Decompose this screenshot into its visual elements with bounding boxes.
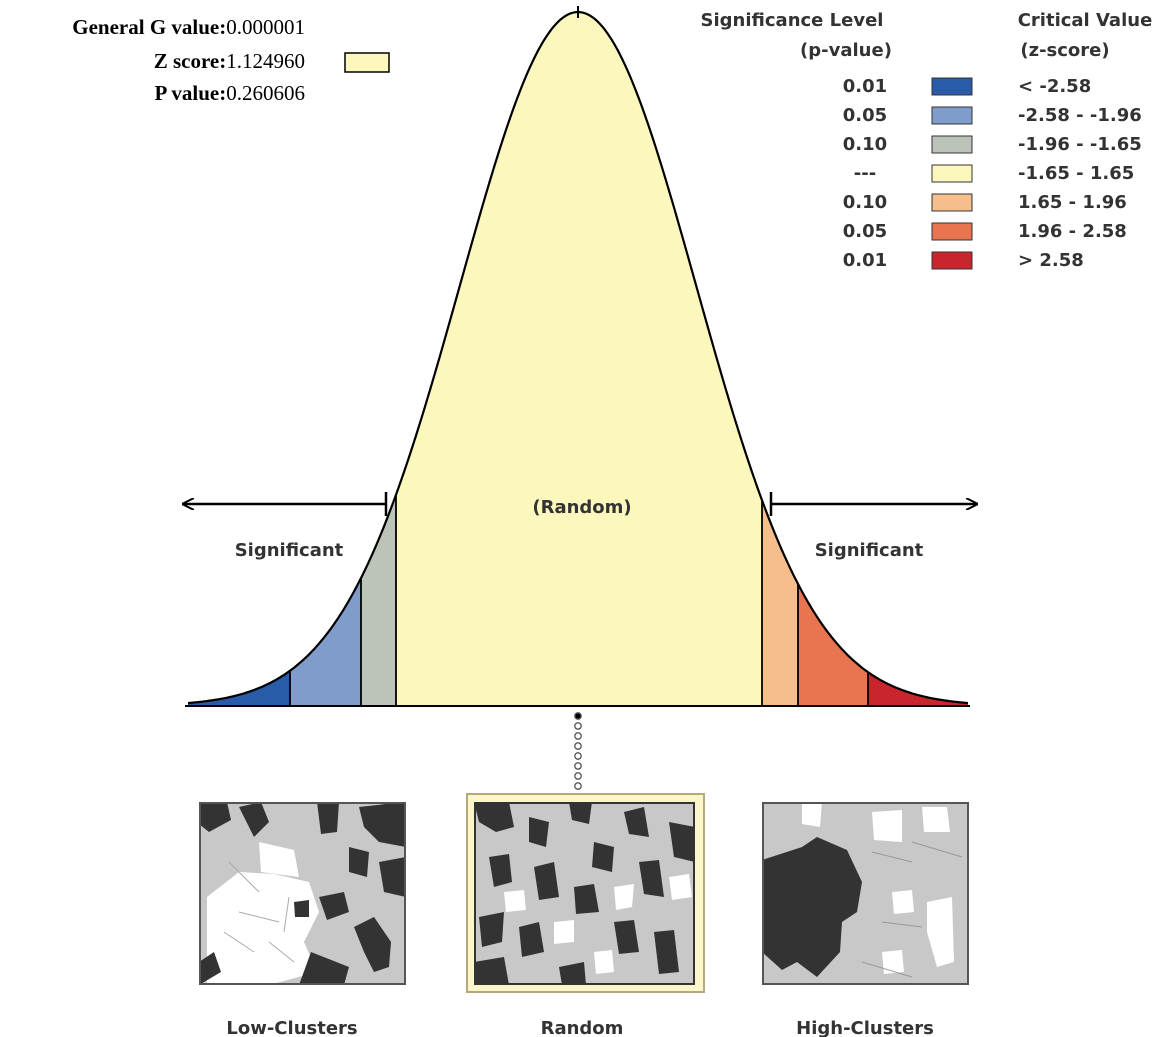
legend-z-range: 1.65 - 1.96 — [1018, 192, 1127, 213]
crit-heading-line1: Critical Value — [1018, 10, 1153, 31]
legend-p-value: 0.10 — [843, 134, 887, 155]
maps: Low-Clusters — [199, 793, 969, 1037]
p-value-label: P value: — [155, 81, 227, 105]
right-significant-label: Significant — [815, 540, 924, 561]
crit-heading-line2: (z-score) — [1020, 40, 1109, 61]
legend-swatch — [931, 77, 973, 96]
legend-swatch — [931, 164, 973, 183]
sig-heading-line2: (p-value) — [800, 40, 892, 61]
stats-panel: General G value:0.000001 Z score:1.12496… — [72, 15, 390, 105]
legend-z-range: 1.96 - 2.58 — [1018, 221, 1127, 242]
general-g-value: 0.000001 — [226, 15, 305, 39]
region-p01-high — [868, 672, 968, 706]
region-p05-low — [290, 578, 361, 706]
region-p10-low — [361, 494, 396, 706]
z-score-label: Z score: — [154, 49, 227, 73]
random-map-label: Random — [541, 1018, 624, 1037]
connector-dot — [574, 762, 582, 770]
legend-z-range: < -2.58 — [1018, 76, 1091, 97]
legend-p-value: 0.10 — [843, 192, 887, 213]
legend-swatch — [931, 135, 973, 154]
legend: Significance Level (p-value) Critical Va… — [701, 10, 1153, 271]
connector-dot — [574, 712, 582, 720]
connector-dots — [574, 712, 582, 790]
p-value-value: 0.260606 — [226, 81, 305, 105]
legend-z-range: > 2.58 — [1018, 250, 1084, 271]
p-value-line: P value:0.260606 — [155, 81, 306, 105]
legend-swatch — [931, 193, 973, 212]
map-random: Random — [474, 802, 695, 1037]
connector-dot — [574, 722, 582, 730]
legend-swatch — [931, 106, 973, 125]
region-p10-high — [762, 500, 798, 706]
region-p01-low — [188, 670, 290, 706]
connector-dot — [574, 742, 582, 750]
region-random — [396, 12, 762, 706]
high-clusters-label: High-Clusters — [796, 1018, 934, 1037]
sig-heading-line1: Significance Level — [701, 10, 884, 31]
map-low-clusters: Low-Clusters — [199, 802, 406, 1037]
connector-dot — [574, 752, 582, 760]
low-clusters-map — [199, 802, 406, 985]
legend-z-range: -1.96 - -1.65 — [1018, 134, 1142, 155]
legend-p-value: 0.01 — [843, 76, 887, 97]
connector-dot — [574, 782, 582, 790]
z-score-line: Z score:1.124960 — [154, 49, 305, 73]
legend-z-range: -1.65 - 1.65 — [1018, 163, 1134, 184]
legend-p-value: 0.01 — [843, 250, 887, 271]
connector-dot — [574, 732, 582, 740]
legend-p-value: 0.05 — [843, 105, 887, 126]
low-clusters-label: Low-Clusters — [226, 1018, 357, 1037]
bell-curve: (Random) Significant Significant — [184, 6, 976, 790]
high-clusters-map — [762, 802, 969, 985]
legend-swatch — [931, 222, 973, 241]
general-g-line: General G value:0.000001 — [72, 15, 305, 39]
random-map — [474, 802, 695, 985]
legend-p-value: 0.05 — [843, 221, 887, 242]
map-high-clusters: High-Clusters — [762, 802, 969, 1037]
result-swatch — [344, 52, 390, 73]
general-g-label: General G value: — [72, 15, 226, 39]
connector-dot — [574, 772, 582, 780]
left-significant-label: Significant — [235, 540, 344, 561]
random-center-label: (Random) — [532, 497, 631, 518]
legend-z-range: -2.58 - -1.96 — [1018, 105, 1142, 126]
legend-swatch — [931, 251, 973, 270]
legend-p-value: --- — [854, 163, 876, 184]
z-score-value: 1.124960 — [226, 49, 305, 73]
